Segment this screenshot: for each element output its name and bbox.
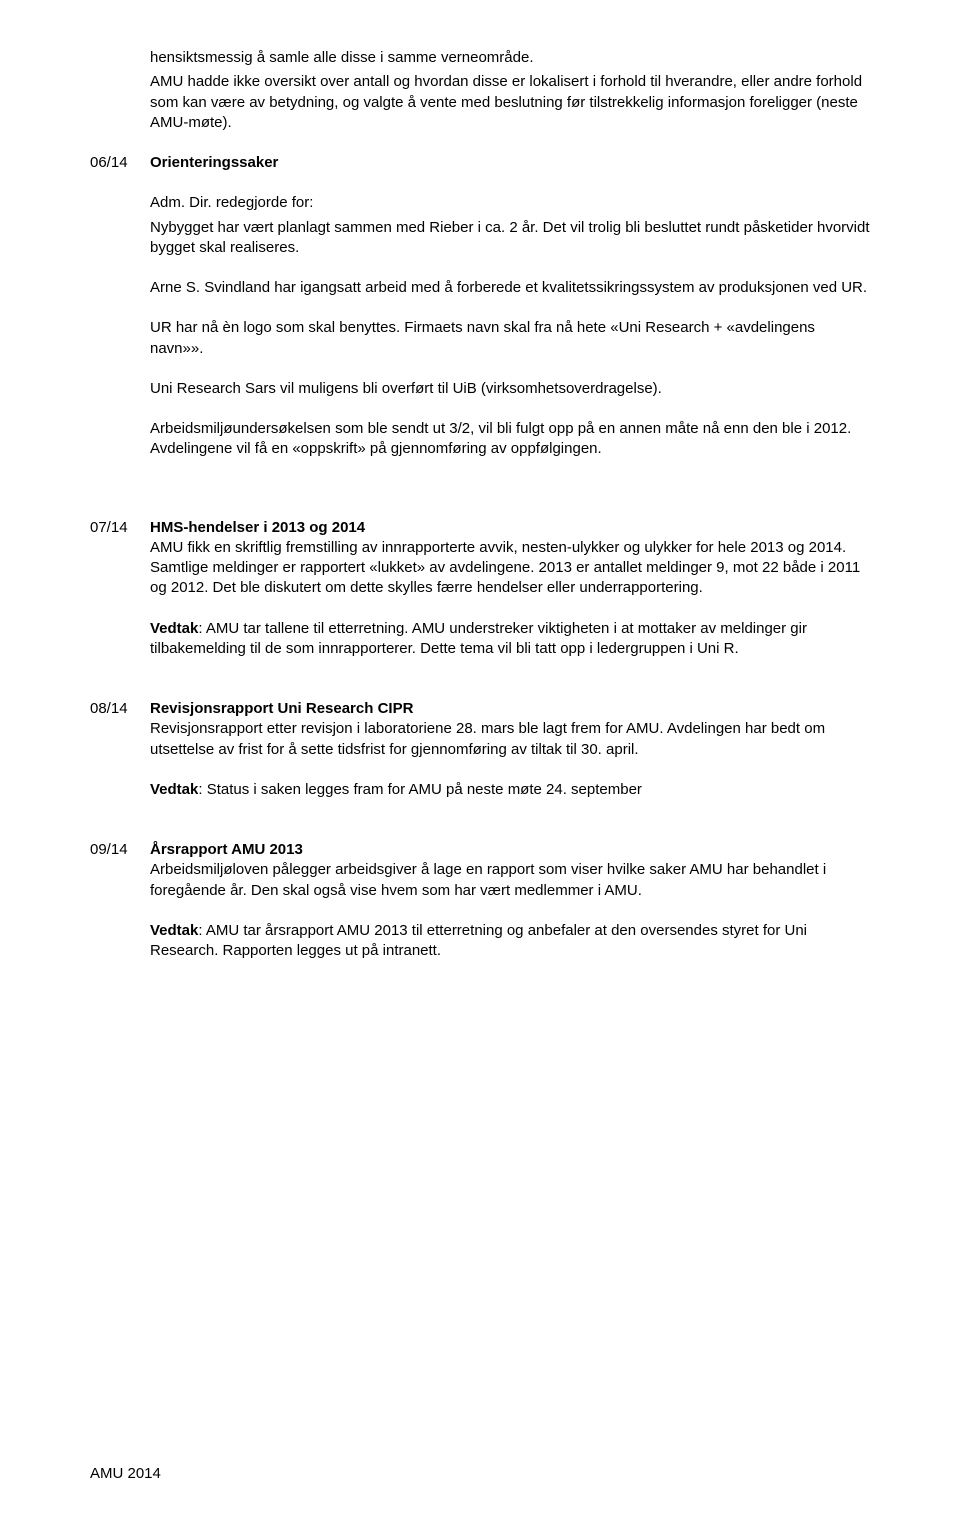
vedtak-label: Vedtak xyxy=(150,781,198,798)
section-08-id: 08/14 xyxy=(90,699,150,820)
section-08: 08/14 Revisjonsrapport Uni Research CIPR… xyxy=(90,699,870,820)
section-07-head: HMS-hendelser i 2013 og 2014 xyxy=(150,518,870,538)
section-06-id: 06/14 xyxy=(90,153,150,480)
section-06-p4: UR har nå èn logo som skal benyttes. Fir… xyxy=(150,318,870,359)
section-07-vedtak: Vedtak: AMU tar tallene til etterretning… xyxy=(150,619,870,660)
section-07-body: HMS-hendelser i 2013 og 2014 AMU fikk en… xyxy=(150,518,870,680)
intro-paragraph-2: AMU hadde ikke oversikt over antall og h… xyxy=(150,72,870,133)
section-09-body: Årsrapport AMU 2013 Arbeidsmiljøloven på… xyxy=(150,840,870,981)
vedtak-text: : Status i saken legges fram for AMU på … xyxy=(198,781,642,798)
section-08-head: Revisjonsrapport Uni Research CIPR xyxy=(150,699,870,719)
intro-block: hensiktsmessig å samle alle disse i samm… xyxy=(150,48,870,133)
document-page: hensiktsmessig å samle alle disse i samm… xyxy=(0,0,960,1532)
section-07-text: AMU fikk en skriftlig fremstilling av in… xyxy=(150,538,870,599)
vedtak-label: Vedtak xyxy=(150,922,198,939)
section-07-title: HMS-hendelser i 2013 og 2014 xyxy=(150,519,365,536)
section-06-p1: Adm. Dir. redegjorde for: xyxy=(150,193,870,213)
section-06-body: Orienteringssaker Adm. Dir. redegjorde f… xyxy=(150,153,870,480)
section-06-p5: Uni Research Sars vil muligens bli overf… xyxy=(150,379,870,399)
vedtak-text: : AMU tar årsrapport AMU 2013 til etterr… xyxy=(150,922,807,959)
page-footer: AMU 2014 xyxy=(90,1464,161,1484)
section-08-title: Revisjonsrapport Uni Research CIPR xyxy=(150,700,413,717)
section-06-p3: Arne S. Svindland har igangsatt arbeid m… xyxy=(150,278,870,298)
section-09-vedtak: Vedtak: AMU tar årsrapport AMU 2013 til … xyxy=(150,921,870,962)
section-08-text: Revisjonsrapport etter revisjon i labora… xyxy=(150,719,870,760)
vedtak-label: Vedtak xyxy=(150,620,198,637)
vedtak-text: : AMU tar tallene til etterretning. AMU … xyxy=(150,620,807,657)
section-07: 07/14 HMS-hendelser i 2013 og 2014 AMU f… xyxy=(90,518,870,680)
section-09-title: Årsrapport AMU 2013 xyxy=(150,841,303,858)
section-06-p2: Nybygget har vært planlagt sammen med Ri… xyxy=(150,218,870,259)
section-06-p6: Arbeidsmiljøundersøkelsen som ble sendt … xyxy=(150,419,870,460)
section-07-id: 07/14 xyxy=(90,518,150,680)
intro-paragraph-1: hensiktsmessig å samle alle disse i samm… xyxy=(150,48,870,68)
section-06-title: Orienteringssaker xyxy=(150,153,870,173)
section-08-body: Revisjonsrapport Uni Research CIPR Revis… xyxy=(150,699,870,820)
section-09: 09/14 Årsrapport AMU 2013 Arbeidsmiljølo… xyxy=(90,840,870,981)
section-09-head: Årsrapport AMU 2013 xyxy=(150,840,870,860)
section-06: 06/14 Orienteringssaker Adm. Dir. redegj… xyxy=(90,153,870,480)
section-09-id: 09/14 xyxy=(90,840,150,981)
section-09-text: Arbeidsmiljøloven pålegger arbeidsgiver … xyxy=(150,860,870,901)
spacer xyxy=(90,500,870,518)
section-08-vedtak: Vedtak: Status i saken legges fram for A… xyxy=(150,780,870,800)
